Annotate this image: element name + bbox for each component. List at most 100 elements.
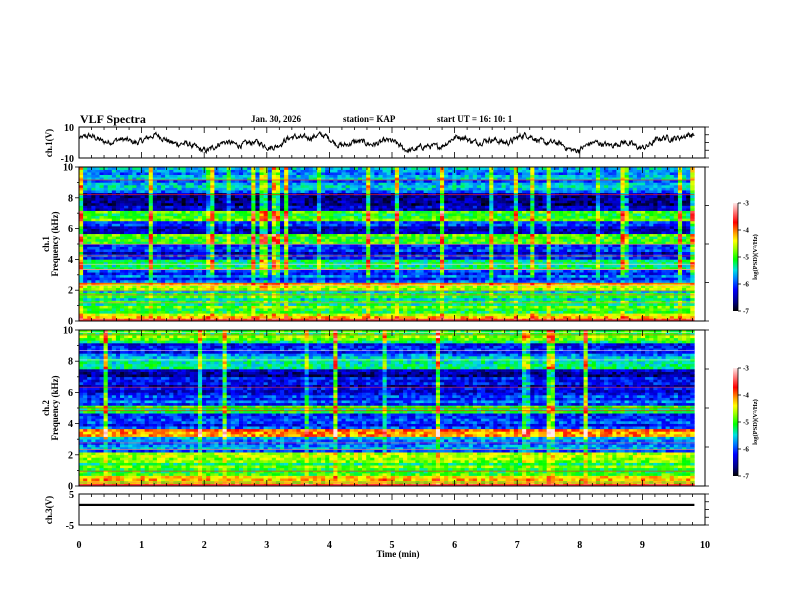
spectrogram-cell — [465, 313, 469, 316]
spectrogram-cell — [662, 275, 666, 278]
spectrogram-cell — [305, 239, 309, 242]
spectrogram-cell — [415, 259, 419, 262]
spectrogram-cell — [653, 280, 657, 283]
spectrogram-cell — [214, 275, 218, 278]
spectrogram-cell — [592, 311, 596, 314]
spectrogram-cell — [255, 239, 259, 242]
spectrogram-cell — [424, 311, 428, 314]
spectrogram-cell — [161, 241, 165, 244]
spectrogram-cell — [612, 239, 616, 242]
spectrogram-cell — [399, 239, 403, 242]
spectrogram-cell — [686, 303, 690, 306]
spectrogram-cell — [132, 241, 136, 244]
spectrogram-cell — [128, 295, 132, 298]
spectrogram-cell — [637, 311, 641, 314]
spectrogram-cell — [395, 257, 399, 260]
spectrogram-cell — [350, 236, 354, 239]
spectrogram-cell — [571, 259, 575, 262]
spectrogram-cell — [407, 313, 411, 316]
spectrogram-cell — [173, 265, 177, 268]
spectrogram-cell — [481, 280, 485, 283]
spectrogram-cell — [670, 298, 674, 301]
spectrogram-cell — [149, 236, 153, 239]
spectrogram-cell — [329, 316, 333, 319]
spectrogram-cell — [543, 275, 547, 278]
spectrogram-cell — [218, 259, 222, 262]
spectrogram-cell — [526, 247, 530, 250]
spectrogram-cell — [374, 241, 378, 244]
spectrogram-cell — [333, 259, 337, 262]
spectrogram-cell — [206, 280, 210, 283]
spectrogram-cell — [407, 272, 411, 275]
spectrogram-cell — [145, 306, 149, 309]
spectrogram-cell — [567, 308, 571, 311]
spectrogram-cell — [251, 270, 255, 273]
spectrogram-cell — [461, 313, 465, 316]
spectrogram-cell — [592, 252, 596, 255]
spectrogram-cell — [145, 247, 149, 250]
spectrogram-cell — [571, 303, 575, 306]
spectrogram-cell — [543, 252, 547, 255]
spectrogram-cell — [325, 270, 329, 273]
spectrogram-cell — [670, 280, 674, 283]
spectrogram-cell — [288, 239, 292, 242]
spectrogram-cell — [477, 280, 481, 283]
spectrogram-cell — [690, 295, 694, 298]
spectrogram-cell — [502, 270, 506, 273]
spectrogram-cell — [383, 308, 387, 311]
spectrogram-cell — [95, 249, 99, 252]
spectrogram-cell — [132, 313, 136, 316]
spectrogram-cell — [231, 298, 235, 301]
spectrogram-cell — [182, 308, 186, 311]
spectrogram-cell — [387, 259, 391, 262]
spectrogram-cell — [317, 236, 321, 239]
spectrogram-cell — [108, 275, 112, 278]
spectrogram-cell — [625, 298, 629, 301]
spectrogram-cell — [276, 236, 280, 239]
spectrogram-cell — [543, 313, 547, 316]
spectrogram-cell — [173, 249, 177, 252]
spectrogram-cell — [100, 298, 104, 301]
spectrogram-cell — [296, 313, 300, 316]
spectrogram-cell — [358, 280, 362, 283]
spectrogram-cell — [120, 257, 124, 260]
spectrogram-cell — [374, 298, 378, 301]
spectrogram-cell — [177, 308, 181, 311]
spectrogram-cell — [210, 265, 214, 268]
spectrogram-cell — [621, 249, 625, 252]
spectrogram-cell — [313, 313, 317, 316]
spectrogram-cell — [653, 316, 657, 319]
spectrogram-cell — [100, 259, 104, 262]
spectrogram-cell — [276, 306, 280, 309]
spectrogram-cell — [206, 295, 210, 298]
spectrogram-cell — [645, 239, 649, 242]
spectrogram-cell — [686, 288, 690, 291]
spectrogram-cell — [493, 303, 497, 306]
spectrogram-cell — [592, 303, 596, 306]
spectrogram-cell — [399, 275, 403, 278]
spectrogram-cell — [366, 249, 370, 252]
spectrogram-cell — [452, 308, 456, 311]
spectrogram-cell — [579, 288, 583, 291]
spectrogram-cell — [247, 257, 251, 260]
spectrogram-cell — [493, 270, 497, 273]
spectrogram-cell — [538, 257, 542, 260]
spectrogram-cell — [567, 280, 571, 283]
spectrogram-cell — [653, 306, 657, 309]
spectrogram-cell — [662, 272, 666, 275]
spectrogram-cell — [313, 295, 317, 298]
spectrogram-cell — [481, 306, 485, 309]
spectrogram-cell — [124, 277, 128, 280]
spectrogram-cell — [333, 239, 337, 242]
spectrogram-cell — [424, 275, 428, 278]
spectrogram-cell — [374, 313, 378, 316]
spectrogram-cell — [469, 241, 473, 244]
spectrogram-cell — [411, 308, 415, 311]
spectrogram-cell — [534, 288, 538, 291]
spectrogram-cell — [461, 303, 465, 306]
spectrogram-cell — [653, 311, 657, 314]
spectrogram-cell — [317, 247, 321, 250]
spectrogram-cell — [456, 277, 460, 280]
spectrogram-cell — [469, 272, 473, 275]
spectrogram-cell — [284, 311, 288, 314]
